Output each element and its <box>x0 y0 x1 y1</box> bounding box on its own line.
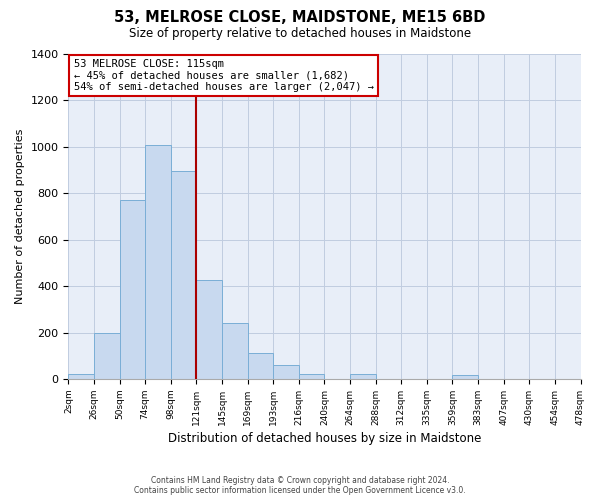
Text: Size of property relative to detached houses in Maidstone: Size of property relative to detached ho… <box>129 28 471 40</box>
Bar <box>145 144 171 379</box>
Bar <box>350 374 376 379</box>
Bar <box>273 364 299 379</box>
Bar <box>222 324 248 379</box>
Bar <box>171 171 196 379</box>
Bar <box>196 280 222 379</box>
Bar <box>94 332 119 379</box>
X-axis label: Distribution of detached houses by size in Maidstone: Distribution of detached houses by size … <box>168 432 481 445</box>
Text: Contains HM Land Registry data © Crown copyright and database right 2024.
Contai: Contains HM Land Registry data © Crown c… <box>134 476 466 495</box>
Text: 53 MELROSE CLOSE: 115sqm
← 45% of detached houses are smaller (1,682)
54% of sem: 53 MELROSE CLOSE: 115sqm ← 45% of detach… <box>74 59 374 92</box>
Bar <box>248 353 273 379</box>
Bar <box>299 374 325 379</box>
Bar <box>452 376 478 379</box>
Text: 53, MELROSE CLOSE, MAIDSTONE, ME15 6BD: 53, MELROSE CLOSE, MAIDSTONE, ME15 6BD <box>115 10 485 25</box>
Y-axis label: Number of detached properties: Number of detached properties <box>15 129 25 304</box>
Bar <box>119 200 145 379</box>
Bar <box>68 374 94 379</box>
